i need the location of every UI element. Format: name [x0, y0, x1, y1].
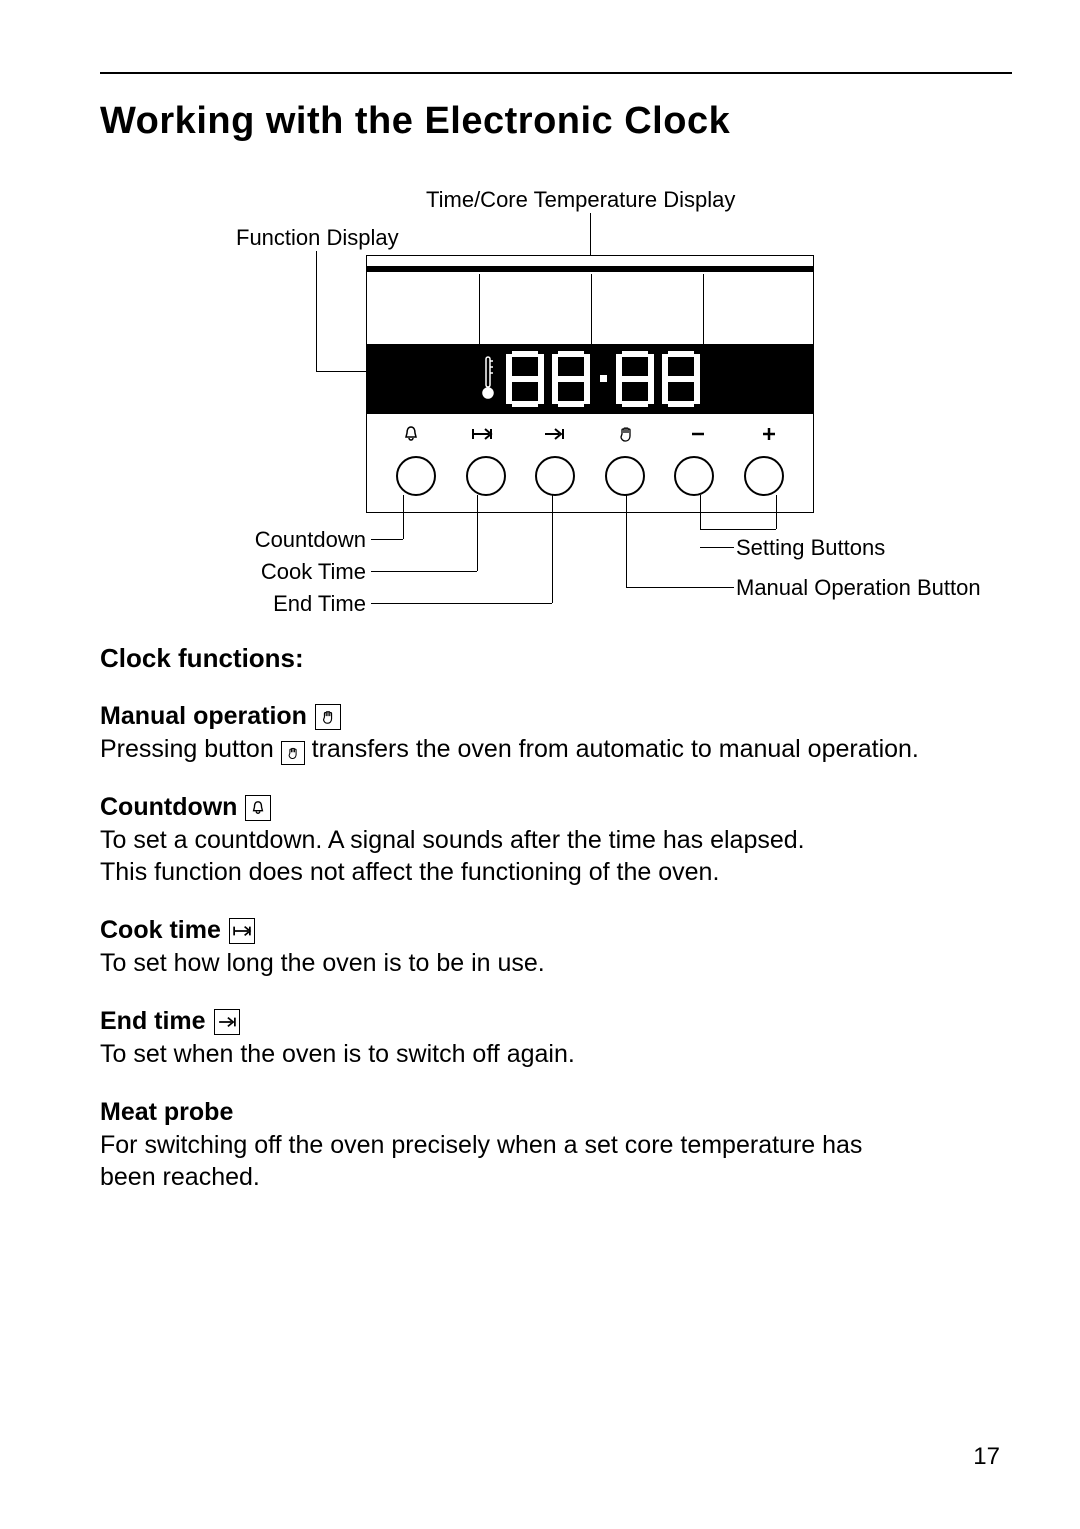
clock-functions-section: Clock functions: Manual operation Pressi… [100, 643, 1012, 1193]
label-setting-buttons: Setting Buttons [736, 535, 885, 561]
leader-line [626, 495, 627, 587]
leader-line [700, 495, 701, 529]
label-end-time: End Time [273, 591, 366, 617]
lcd-display [367, 344, 813, 414]
seven-segment-readout [480, 351, 700, 407]
func-cook-time: Cook time To set how long the oven is to… [100, 916, 1012, 979]
leader-line [552, 495, 553, 603]
label-function-display: Function Display [236, 225, 399, 251]
leader-line [776, 495, 777, 529]
leader-line [700, 529, 776, 530]
panel-divider [479, 274, 480, 344]
minus-icon [670, 426, 726, 442]
func-title-text: Manual operation [100, 702, 307, 731]
plus-icon [741, 426, 797, 442]
end-time-icon [214, 1009, 240, 1035]
label-time-core-temp: Time/Core Temperature Display [426, 187, 735, 213]
func-meat-probe: Meat probe For switching off the oven pr… [100, 1098, 1012, 1193]
label-cook-time: Cook Time [261, 559, 366, 585]
leader-line [316, 251, 317, 371]
clock-diagram: Time/Core Temperature Display Function D… [206, 187, 906, 617]
leader-line [700, 547, 734, 548]
button-minus[interactable] [674, 456, 714, 496]
button-plus[interactable] [744, 456, 784, 496]
icon-row [367, 422, 813, 446]
cook-time-icon [229, 918, 255, 944]
func-body: For switching off the oven precisely whe… [100, 1129, 920, 1193]
page-title: Working with the Electronic Clock [100, 100, 1012, 143]
leader-line [626, 587, 734, 588]
leader-line [403, 495, 404, 539]
page-top-rule [100, 72, 1012, 74]
cook-time-icon [454, 426, 510, 442]
page-number: 17 [973, 1443, 1000, 1471]
func-title-text: End time [100, 1007, 206, 1036]
leader-line [371, 571, 477, 572]
func-end-time: End time To set when the oven is to swit… [100, 1007, 1012, 1070]
label-countdown: Countdown [255, 527, 366, 553]
func-body: To set how long the oven is to be in use… [100, 947, 920, 979]
digit-2 [552, 351, 590, 407]
digit-3 [616, 351, 654, 407]
bell-icon [383, 425, 439, 443]
clock-panel [366, 255, 814, 513]
panel-divider [591, 274, 592, 344]
func-body: To set when the oven is to switch off ag… [100, 1038, 920, 1070]
hand-icon [281, 741, 305, 765]
func-title-text: Cook time [100, 916, 221, 945]
func-manual-operation: Manual operation Pressing button transfe… [100, 702, 1012, 765]
func-body: Pressing button transfers the oven from … [100, 733, 920, 765]
panel-top-strip [367, 266, 813, 272]
leader-line [371, 539, 403, 540]
panel-divider [703, 274, 704, 344]
digit-1 [506, 351, 544, 407]
button-end-time[interactable] [535, 456, 575, 496]
colon-separator [598, 351, 608, 407]
hand-icon [598, 425, 654, 443]
func-body: To set a countdown. A signal sounds afte… [100, 824, 920, 888]
button-cook-time[interactable] [466, 456, 506, 496]
label-manual-op-button: Manual Operation Button [736, 575, 981, 601]
func-title-text: Meat probe [100, 1098, 233, 1127]
func-countdown: Countdown To set a countdown. A signal s… [100, 793, 1012, 888]
hand-icon [315, 704, 341, 730]
leader-line [477, 495, 478, 571]
button-row [367, 452, 813, 500]
subheading-clock-functions: Clock functions: [100, 643, 1012, 674]
bell-icon [245, 795, 271, 821]
button-countdown[interactable] [396, 456, 436, 496]
digit-4 [662, 351, 700, 407]
leader-line [371, 603, 552, 604]
button-manual[interactable] [605, 456, 645, 496]
thermometer-icon [480, 351, 496, 407]
end-time-icon [526, 426, 582, 442]
func-title-text: Countdown [100, 793, 237, 822]
